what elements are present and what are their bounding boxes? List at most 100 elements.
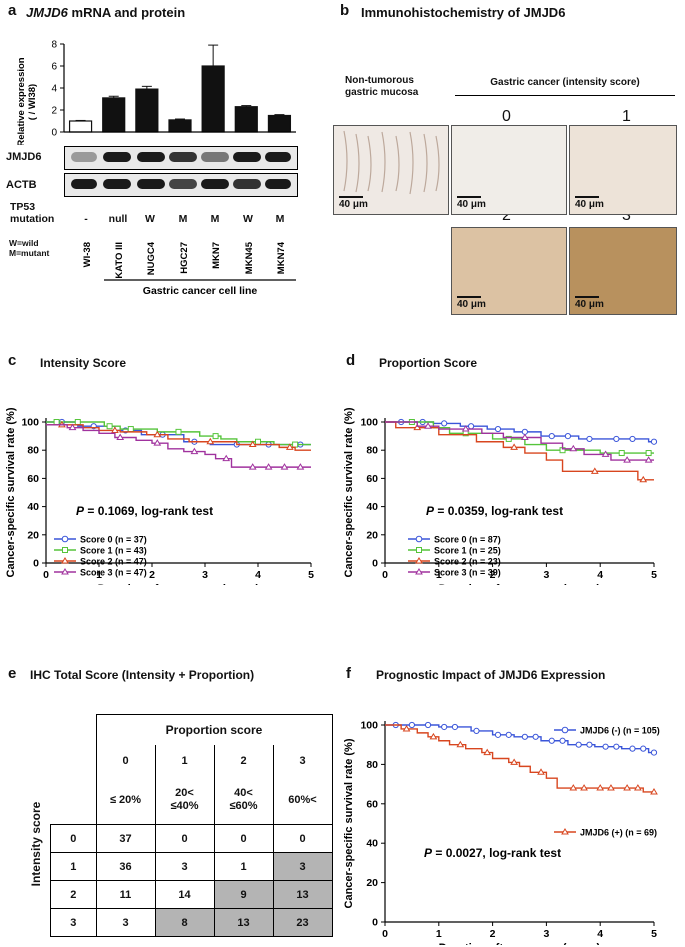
row-score: 1 (50, 852, 97, 881)
censor-mark (424, 422, 432, 429)
y-tick-label: 0 (51, 128, 57, 139)
band (137, 152, 165, 162)
legend-label: Score 2 (n = 23) (434, 557, 501, 567)
censor-mark (645, 450, 652, 457)
censor-mark (505, 435, 512, 442)
censor-mark (441, 420, 448, 427)
tp53-value: M (178, 213, 188, 225)
x-axis-label: Duration after surgery (years) (439, 584, 601, 585)
ihc-score-1-label: 1 (622, 108, 631, 125)
bar (135, 88, 159, 133)
legend-label: JMJD6 (-) (n = 105) (580, 726, 660, 736)
y-tick-label: 0 (372, 558, 378, 570)
p-symbol: P (426, 504, 435, 518)
legend-label: Score 1 (n = 43) (80, 546, 147, 556)
legend-marker (416, 547, 422, 553)
ihc-cancer-label: Gastric cancer (intensity score) (490, 77, 640, 88)
table-cell: 3 (95, 908, 156, 937)
censor-mark (248, 440, 257, 448)
censor-mark (601, 450, 610, 457)
censor-mark (510, 758, 519, 765)
log-rank-stat: P = 0.0027, log-rank test (424, 846, 561, 860)
y-tick-label: 60 (27, 473, 39, 485)
bar (267, 114, 292, 133)
panel-c-title: Intensity Score (40, 356, 127, 370)
y-tick-label: 100 (360, 417, 378, 429)
scalebar-label: 40 μm (575, 299, 604, 310)
tp53-legend-wild: W=wild (9, 238, 39, 248)
panel-d-title: Proportion Score (379, 356, 478, 370)
legend-marker (61, 557, 69, 564)
band (201, 152, 229, 162)
x-tick-label: 3 (543, 928, 549, 940)
table-cell: 8 (154, 908, 215, 937)
cell-line-label: MKN74 (276, 241, 287, 274)
ihc-score-2-label: 2 (502, 207, 511, 224)
tp53-values: - null W M M W M (0, 213, 305, 227)
x-tick-label: 4 (255, 569, 261, 581)
blot-label-jmjd6: JMJD6 (6, 151, 42, 163)
tp53-label-1: TP53 (10, 201, 36, 213)
x-tick-label: 3 (202, 569, 208, 581)
ihc-image-score-0: 40 μm (451, 125, 567, 215)
table-cell: 36 (95, 852, 156, 881)
legend-marker (561, 828, 569, 835)
panel-a-ylabel-1: Relative expression (16, 57, 27, 145)
censor-mark (153, 439, 162, 446)
p-symbol: P (424, 846, 433, 860)
ihc-cancer-bracket (455, 95, 675, 96)
ihc-score-3-label: 3 (622, 207, 631, 224)
legend-label: JMJD6 (+) (n = 69) (580, 828, 657, 838)
censor-mark (564, 433, 572, 440)
x-tick-label: 5 (651, 569, 657, 581)
p-value-text: = 0.0027, log-rank test (432, 846, 561, 860)
censor-mark (402, 724, 411, 732)
cell-line-label: NUGC4 (146, 241, 157, 275)
p-value-text: = 0.0359, log-rank test (434, 504, 563, 518)
censor-mark (461, 425, 470, 432)
legend-label: Score 3 (n = 47) (80, 568, 147, 578)
censor-mark (532, 733, 539, 740)
censor-mark (222, 454, 231, 462)
y-tick-label: 0 (372, 917, 378, 929)
band (103, 152, 131, 162)
panel-f-km-plot: 0 20 40 60 80 100 0 1 2 3 4 5 Cancer-specific surviv… (343, 720, 660, 946)
panel-c-letter: c (8, 352, 17, 369)
censor-mark (74, 419, 81, 425)
y-tick-label: 100 (21, 417, 39, 429)
censor-mark (296, 463, 305, 470)
table-cell: 13 (272, 880, 333, 909)
x-tick-label: 4 (597, 569, 603, 581)
table-cell: 0 (272, 824, 333, 853)
km-curve (46, 424, 311, 468)
panel-c-km-plot: 0 20 40 60 80 100 0 1 2 3 4 5 Cancer-specific surviv… (5, 407, 314, 585)
censor-mark (537, 768, 545, 775)
y-tick-label: 80 (366, 759, 378, 771)
p-symbol: P (76, 504, 85, 518)
censor-mark (285, 443, 294, 450)
cell-line-label: WI-38 (82, 242, 93, 267)
km-curve (385, 421, 654, 461)
censor-mark (575, 741, 582, 748)
tp53-value: M (210, 213, 220, 225)
col-range: ≤ 20% (95, 776, 156, 825)
censor-mark (569, 784, 578, 791)
y-tick-label: 0 (33, 558, 39, 570)
censor-mark (255, 438, 261, 445)
legend-label: Score 1 (n = 25) (434, 546, 501, 556)
band (71, 152, 97, 162)
x-tick-label: 3 (543, 569, 549, 581)
ihc-normal-label: Non-tumorous gastric mucosa (345, 75, 418, 99)
censor-mark (483, 748, 492, 756)
censor-mark (650, 788, 658, 795)
censor-mark (53, 419, 60, 425)
ihc-image-score-1: 40 μm (569, 125, 677, 215)
censor-mark (116, 433, 125, 441)
y-tick-label: 80 (366, 445, 378, 457)
censor-mark (424, 721, 432, 729)
panel-e-letter: e (8, 665, 17, 682)
blot-jmjd6 (64, 146, 298, 170)
y-tick-label: 40 (366, 501, 378, 513)
x-tick-label: 1 (436, 928, 442, 940)
table-cell: 37 (95, 824, 156, 853)
